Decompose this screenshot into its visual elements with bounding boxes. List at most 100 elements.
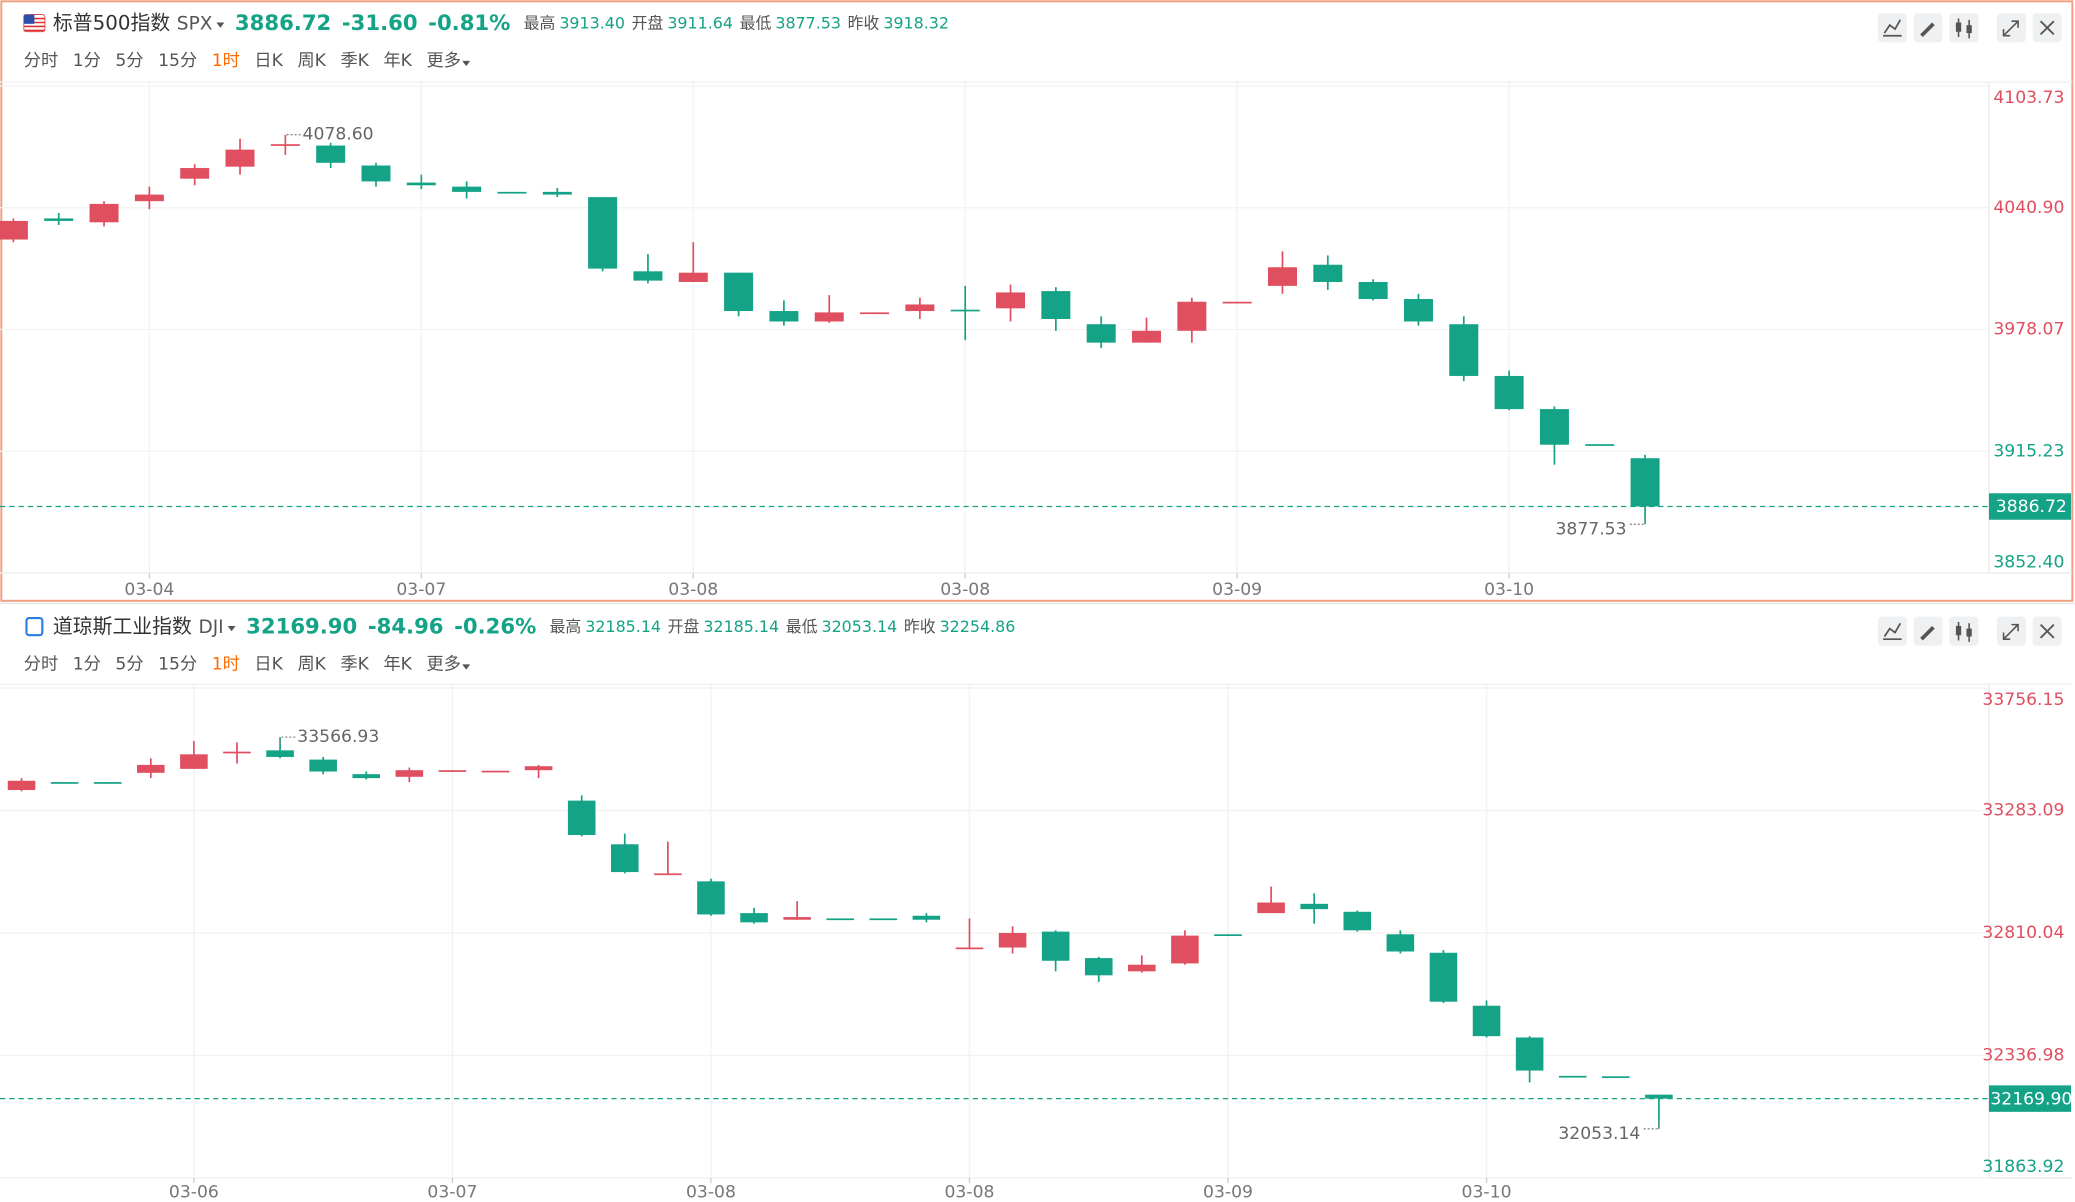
y-tick-label: 4103.73	[1993, 88, 2064, 108]
period-tab[interactable]: 5分	[115, 51, 143, 71]
stat-label: 最高	[550, 617, 582, 636]
x-tick-label: 03-10	[1484, 580, 1534, 600]
x-tick-label: 03-04	[124, 580, 174, 600]
period-tab[interactable]: 更多	[427, 51, 461, 71]
period-tab[interactable]: 1时	[212, 51, 240, 71]
period-tab[interactable]: 周K	[297, 654, 326, 674]
min-label: 32053.14	[1558, 1124, 1640, 1144]
y-tick-label: 3852.40	[1993, 552, 2064, 572]
candle-body	[1084, 958, 1113, 976]
stat-value: 32185.14	[585, 617, 661, 636]
candle-body	[950, 309, 980, 312]
candle-body	[1313, 264, 1343, 282]
candle-body	[1257, 902, 1285, 914]
index-name: 标普500指数	[53, 11, 170, 34]
x-tick-label: 03-10	[1462, 1182, 1512, 1202]
candle-body	[1171, 935, 1199, 964]
candle-body	[223, 751, 251, 754]
logo	[25, 616, 44, 637]
candle-body	[481, 770, 510, 773]
max-pointer	[279, 736, 296, 744]
candle-body	[860, 312, 890, 315]
candle-body	[44, 218, 74, 221]
candle-body	[0, 220, 28, 240]
candle-body	[270, 144, 300, 146]
candle-body	[998, 932, 1027, 948]
last-price-tag	[1988, 493, 2072, 520]
period-tab[interactable]: 分时	[24, 654, 58, 674]
x-tick-label: 03-08	[686, 1182, 736, 1202]
period-tab[interactable]: 1分	[73, 51, 101, 71]
candle-body	[996, 292, 1026, 309]
toolbar-bottom	[1877, 616, 2062, 646]
stat-value: 32254.86	[940, 617, 1016, 636]
last-price-label: 3886.72	[1996, 497, 2067, 517]
candle-body	[1472, 1005, 1501, 1037]
candle-body	[1086, 324, 1116, 343]
y-tick-label: 33283.09	[1982, 801, 2064, 821]
candle-body	[740, 913, 768, 923]
y-tick-label: 32810.04	[1982, 923, 2064, 943]
candle-body	[7, 780, 36, 791]
chart-type-button[interactable]	[1949, 616, 1979, 646]
period-tab[interactable]: 1时	[212, 654, 240, 674]
candle-body	[1403, 299, 1433, 322]
index-symbol: SPX	[177, 13, 213, 34]
indicator-icon	[1883, 622, 1902, 641]
period-tab[interactable]: 季K	[340, 51, 369, 71]
candle-body	[1177, 301, 1207, 331]
min-pointer	[1629, 517, 1646, 525]
max-label: 33566.93	[297, 727, 379, 747]
candle-body	[406, 182, 436, 186]
candle-body	[180, 168, 210, 179]
period-tab[interactable]: 日K	[254, 654, 283, 674]
x-tick-label: 03-07	[396, 580, 446, 600]
candle-body	[1449, 324, 1479, 376]
candle-body	[567, 800, 596, 836]
candle-body	[814, 312, 844, 322]
candle-body	[137, 764, 165, 773]
candle-body	[1358, 281, 1388, 300]
period-tab[interactable]: 15分	[158, 51, 197, 71]
stat-value: 32185.14	[703, 617, 779, 636]
period-tab[interactable]: 年K	[384, 51, 413, 71]
draw-icon	[1920, 22, 1935, 38]
dji-logo	[25, 616, 44, 637]
candle-body	[783, 917, 811, 920]
us-flag	[23, 14, 46, 33]
period-tab[interactable]: 季K	[340, 654, 369, 674]
candle-body	[1041, 931, 1070, 961]
toolbar	[1877, 13, 2062, 646]
period-tab[interactable]: 周K	[297, 51, 326, 71]
candle-body	[452, 186, 482, 192]
chart-type-icon	[1955, 22, 1962, 32]
stat-label: 最低	[786, 617, 818, 636]
period-tab[interactable]: 日K	[254, 51, 283, 71]
expand-icon	[2002, 623, 2019, 640]
candle-body	[524, 766, 553, 771]
candle-body	[1630, 458, 1660, 507]
stat-value: 3877.53	[775, 13, 841, 32]
period-tab[interactable]: 分时	[24, 51, 58, 71]
more-caret	[462, 664, 471, 670]
period-tab[interactable]: 5分	[115, 654, 143, 674]
chart-type-button[interactable]	[1949, 13, 1979, 43]
period-tab[interactable]: 1分	[73, 654, 101, 674]
last-price-tag	[1988, 1085, 2072, 1112]
candle-body	[678, 272, 708, 282]
chart-type-icon	[1966, 628, 1972, 637]
period-tab[interactable]: 更多	[427, 654, 461, 674]
change: -31.60	[342, 10, 418, 35]
candle-body	[654, 873, 682, 876]
stat-label: 昨收	[904, 617, 936, 636]
candle-body	[309, 759, 337, 772]
period-tab[interactable]: 年K	[384, 654, 413, 674]
y-tick-label: 31863.92	[1982, 1157, 2064, 1177]
x-tick-label: 03-08	[945, 1182, 995, 1202]
period-tab[interactable]: 15分	[158, 654, 197, 674]
candle-body	[352, 774, 381, 779]
candle-body	[955, 947, 984, 950]
y-tick-label: 3915.23	[1993, 441, 2064, 461]
candle-body	[1132, 330, 1162, 343]
